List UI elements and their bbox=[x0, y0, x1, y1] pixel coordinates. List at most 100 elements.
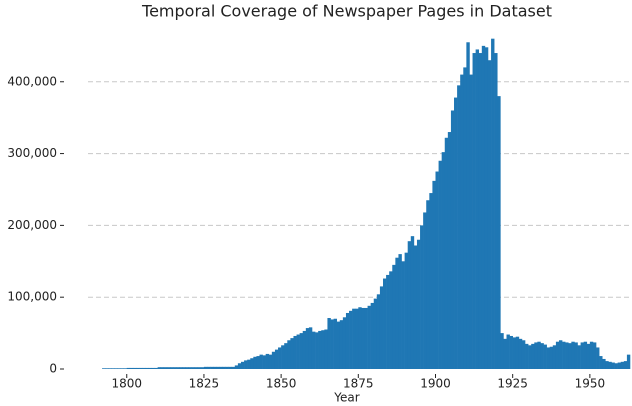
bar bbox=[450, 110, 455, 369]
bar bbox=[349, 310, 353, 369]
bar bbox=[617, 362, 622, 369]
bar bbox=[311, 331, 316, 369]
bar bbox=[142, 367, 146, 369]
bar bbox=[278, 347, 282, 369]
y-tick-label: 300,000 bbox=[7, 146, 57, 160]
bar bbox=[386, 274, 390, 369]
bar bbox=[389, 271, 393, 369]
bar bbox=[136, 367, 140, 369]
bar bbox=[481, 45, 486, 370]
bar bbox=[327, 318, 331, 369]
y-tick-label: 400,000 bbox=[7, 74, 57, 88]
bar bbox=[401, 261, 405, 369]
bar bbox=[361, 307, 365, 369]
bar bbox=[472, 53, 476, 370]
bar bbox=[420, 225, 424, 369]
bar bbox=[596, 347, 600, 369]
bar bbox=[454, 97, 458, 369]
bar bbox=[222, 366, 226, 369]
bar bbox=[503, 338, 507, 369]
bar bbox=[203, 366, 208, 369]
bar bbox=[379, 286, 384, 369]
x-tick-label: 1875 bbox=[343, 377, 374, 391]
bar bbox=[562, 341, 566, 369]
bar bbox=[262, 355, 266, 369]
bar bbox=[460, 74, 464, 369]
bar bbox=[284, 343, 288, 369]
bar bbox=[129, 367, 134, 369]
bar bbox=[111, 368, 115, 369]
bar bbox=[426, 200, 430, 369]
y-tick-label: 0 bbox=[49, 362, 57, 376]
bar bbox=[370, 302, 375, 369]
bar bbox=[518, 338, 523, 369]
bar bbox=[268, 354, 273, 369]
bar bbox=[194, 367, 199, 369]
bar bbox=[151, 367, 155, 369]
bar bbox=[250, 358, 254, 369]
bar bbox=[580, 342, 584, 369]
bar bbox=[123, 368, 128, 369]
bar bbox=[315, 332, 319, 369]
bar bbox=[537, 341, 541, 369]
x-tick-label: 1925 bbox=[497, 377, 528, 391]
bar bbox=[531, 343, 535, 369]
bar bbox=[117, 368, 121, 369]
bar bbox=[383, 278, 387, 369]
bar bbox=[219, 366, 223, 369]
bar bbox=[413, 245, 418, 369]
bar bbox=[293, 335, 297, 369]
bar bbox=[395, 257, 399, 369]
bar bbox=[358, 307, 362, 369]
bar bbox=[191, 367, 195, 369]
bar bbox=[234, 365, 239, 369]
bar bbox=[299, 333, 304, 369]
bar bbox=[102, 368, 106, 369]
x-tick-label: 1825 bbox=[189, 377, 220, 391]
bar bbox=[626, 354, 631, 369]
x-tick-label: 1800 bbox=[111, 377, 142, 391]
bar bbox=[552, 345, 557, 369]
bar bbox=[259, 354, 263, 369]
bar bbox=[281, 345, 285, 369]
bar bbox=[478, 53, 483, 370]
bar bbox=[296, 334, 300, 369]
bar bbox=[256, 356, 260, 369]
bar bbox=[438, 160, 442, 369]
bar bbox=[237, 363, 242, 369]
bar bbox=[324, 329, 328, 369]
bar bbox=[210, 366, 214, 369]
bar bbox=[265, 353, 270, 369]
bar bbox=[599, 356, 603, 369]
bar bbox=[318, 330, 322, 369]
bar bbox=[308, 327, 313, 369]
bar bbox=[240, 361, 245, 369]
bar bbox=[108, 368, 112, 369]
bar bbox=[148, 367, 152, 369]
bar bbox=[611, 362, 615, 369]
bar bbox=[614, 363, 618, 369]
bar bbox=[416, 239, 421, 369]
bar bbox=[271, 351, 276, 369]
bar bbox=[441, 152, 446, 369]
bar bbox=[216, 366, 220, 369]
bar bbox=[555, 341, 560, 369]
bar bbox=[139, 367, 143, 369]
bar bbox=[339, 320, 344, 369]
bar bbox=[398, 254, 402, 369]
x-tick-label: 1950 bbox=[575, 377, 606, 391]
bar bbox=[602, 358, 606, 369]
bar bbox=[487, 60, 492, 370]
bar bbox=[176, 367, 180, 369]
bar bbox=[182, 367, 186, 369]
bar bbox=[342, 317, 347, 369]
bar bbox=[586, 343, 591, 369]
bar bbox=[466, 42, 470, 370]
bar bbox=[558, 340, 563, 369]
bar bbox=[179, 367, 183, 369]
bar bbox=[410, 236, 415, 369]
bar bbox=[253, 356, 257, 369]
bar bbox=[509, 335, 513, 369]
bar bbox=[429, 193, 433, 369]
